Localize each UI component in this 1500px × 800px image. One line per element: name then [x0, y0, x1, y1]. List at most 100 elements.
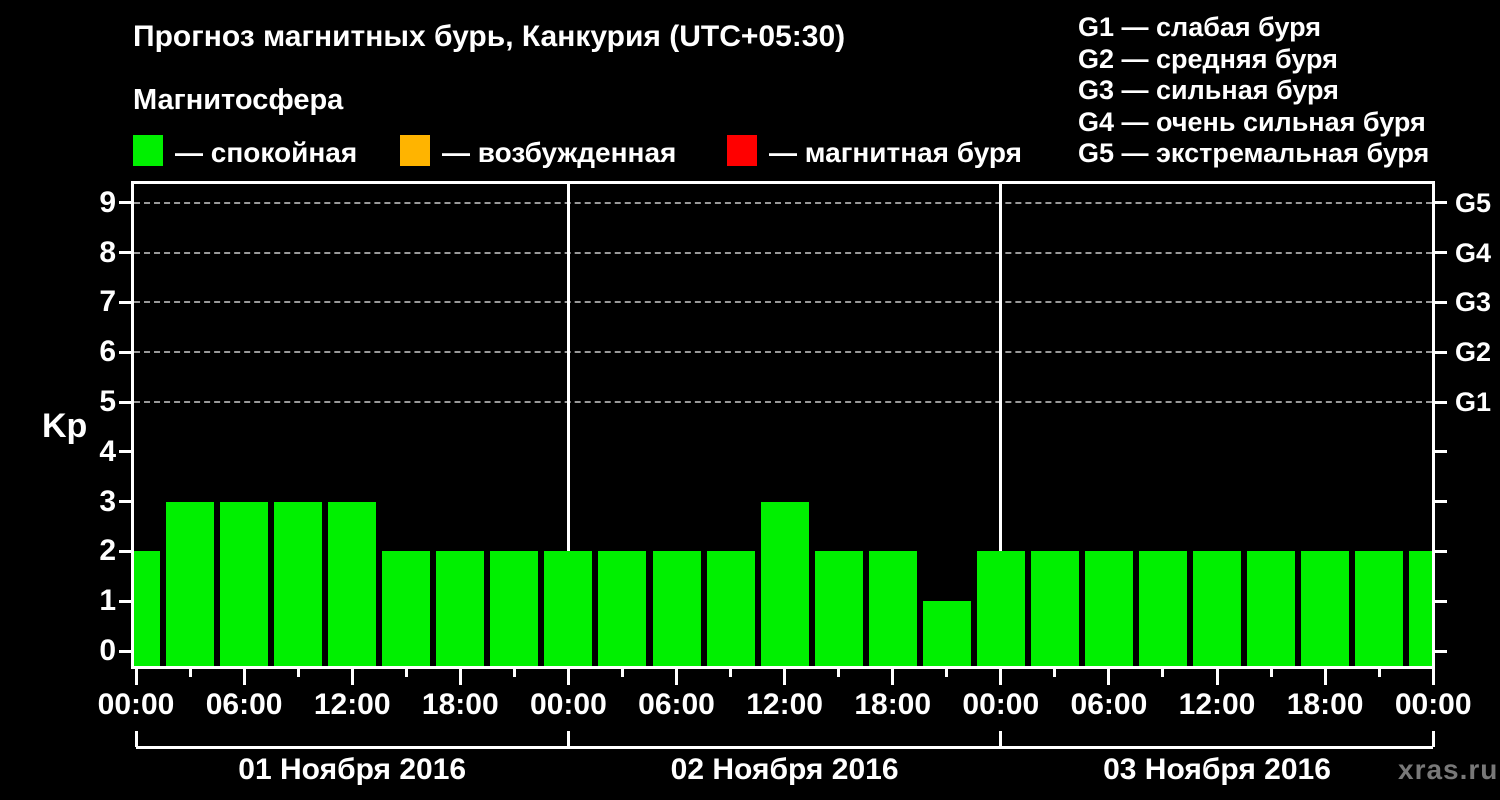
kp-bar	[814, 551, 863, 666]
excited-legend-label: — возбужденная	[442, 137, 677, 168]
time-tick-minor	[620, 669, 624, 677]
plot-area	[131, 181, 1435, 669]
kp-bar	[490, 551, 539, 666]
kp-bar	[652, 551, 701, 666]
kp-bar	[436, 551, 485, 666]
kp-bar	[274, 501, 323, 666]
y-axis-tick-right	[1435, 201, 1447, 205]
storm-scale-item-g4: G4 — очень сильная буря	[1078, 106, 1426, 137]
date-bracket-line	[136, 746, 1434, 749]
y-axis-tick-right	[1435, 549, 1447, 553]
kp-bar	[382, 551, 431, 666]
kp-bar	[1193, 551, 1241, 666]
watermark: xras.ru	[1398, 754, 1499, 785]
y-tick-label: 6	[99, 335, 116, 369]
kp-bar	[976, 551, 1025, 666]
y-tick-label: 9	[99, 185, 116, 219]
time-tick-label: 00:00	[530, 688, 607, 721]
time-tick-major	[675, 669, 678, 685]
y-axis-tick	[119, 300, 131, 304]
time-tick-major	[1107, 669, 1111, 685]
time-tick-major	[242, 669, 246, 685]
kp-bar	[1355, 551, 1404, 666]
magnetosphere-subtitle: Магнитосфера	[133, 84, 344, 116]
g-scale-label-g1: G1	[1455, 387, 1492, 417]
y-axis-tick	[119, 500, 131, 504]
time-tick-label: 06:00	[1070, 688, 1148, 721]
y-axis-tick-right	[1435, 649, 1447, 653]
g-scale-label-g5: G5	[1455, 187, 1492, 218]
kp-bar	[1247, 551, 1296, 666]
y-axis-tick	[119, 599, 131, 603]
kp-bar	[134, 551, 160, 666]
y-axis-label: Kp	[42, 407, 88, 445]
time-tick-minor	[1377, 669, 1381, 677]
date-label: 03 Ноября 2016	[1103, 753, 1331, 786]
time-tick-major	[566, 669, 570, 685]
y-axis-tick-right	[1435, 400, 1447, 404]
y-axis-tick-right	[1435, 450, 1447, 454]
g-scale-label-g2: G2	[1455, 337, 1492, 368]
kp-bar	[598, 551, 647, 666]
date-bracket-tick	[566, 731, 570, 747]
y-axis-tick	[119, 400, 131, 404]
y-axis-tick-right	[1435, 350, 1447, 354]
y-axis-tick-right	[1435, 251, 1447, 255]
date-bracket-tick	[1431, 731, 1435, 747]
gridline-kp7	[134, 301, 1432, 304]
time-tick-label: 18:00	[421, 688, 499, 721]
y-axis-tick	[119, 201, 131, 205]
y-tick-label: 2	[99, 534, 116, 568]
y-tick-label: 3	[99, 484, 116, 518]
time-tick-major	[1215, 669, 1219, 685]
time-tick-minor	[1053, 669, 1057, 677]
time-tick-major	[891, 669, 895, 685]
day-separator	[566, 184, 570, 666]
y-tick-label: 1	[99, 584, 116, 618]
excited-color-swatch	[400, 135, 430, 166]
g-scale-label-g3: G3	[1455, 287, 1492, 318]
g-scale-label-g4: G4	[1455, 237, 1492, 268]
kp-bar	[544, 551, 593, 666]
time-tick-minor	[945, 669, 949, 677]
storm-scale-item-g5: G5 — экстремальная буря	[1078, 138, 1430, 168]
storm-color-swatch	[727, 135, 757, 166]
time-tick-label: 12:00	[746, 688, 823, 721]
gridline-kp5	[134, 401, 1432, 403]
kp-bar	[328, 501, 377, 666]
y-tick-label: 0	[99, 634, 116, 667]
kp-bar	[922, 601, 971, 666]
time-tick-minor	[404, 669, 408, 677]
y-axis-tick	[119, 649, 131, 653]
time-tick-label: 18:00	[854, 688, 932, 721]
date-label: 02 Ноября 2016	[670, 753, 899, 786]
gridline-kp9	[134, 201, 1432, 204]
date-bracket-tick	[999, 731, 1003, 747]
gridline-kp6	[134, 351, 1432, 354]
time-tick-minor	[1269, 669, 1273, 677]
kp-bar	[1084, 551, 1133, 666]
kp-bar	[1301, 551, 1350, 666]
date-bracket-tick	[134, 731, 138, 747]
time-tick-label: 06:00	[638, 688, 715, 721]
storm-scale-legend: G1 — слабая буря G2 — средняя буря G3 — си…	[1078, 12, 1429, 170]
time-tick-minor	[729, 669, 733, 677]
time-tick-label: 18:00	[1286, 688, 1364, 721]
y-axis-tick-right	[1435, 300, 1447, 304]
time-tick-major	[783, 669, 787, 685]
quiet-color-swatch	[133, 135, 163, 166]
y-axis-tick-right	[1435, 599, 1447, 603]
y-tick-label: 8	[99, 235, 116, 269]
y-axis-tick	[119, 350, 131, 354]
time-tick-label: 00:00	[962, 688, 1040, 721]
kp-bar	[760, 501, 809, 666]
time-tick-major	[458, 669, 462, 685]
time-tick-major	[1323, 669, 1327, 685]
time-tick-label: 06:00	[205, 688, 283, 721]
date-label: 01 Ноября 2016	[238, 753, 467, 786]
storm-scale-item-g1: G1 — слабая буря	[1078, 12, 1322, 42]
y-axis-tick	[119, 450, 131, 454]
time-tick-minor	[296, 669, 300, 677]
kp-bar	[1138, 551, 1187, 666]
